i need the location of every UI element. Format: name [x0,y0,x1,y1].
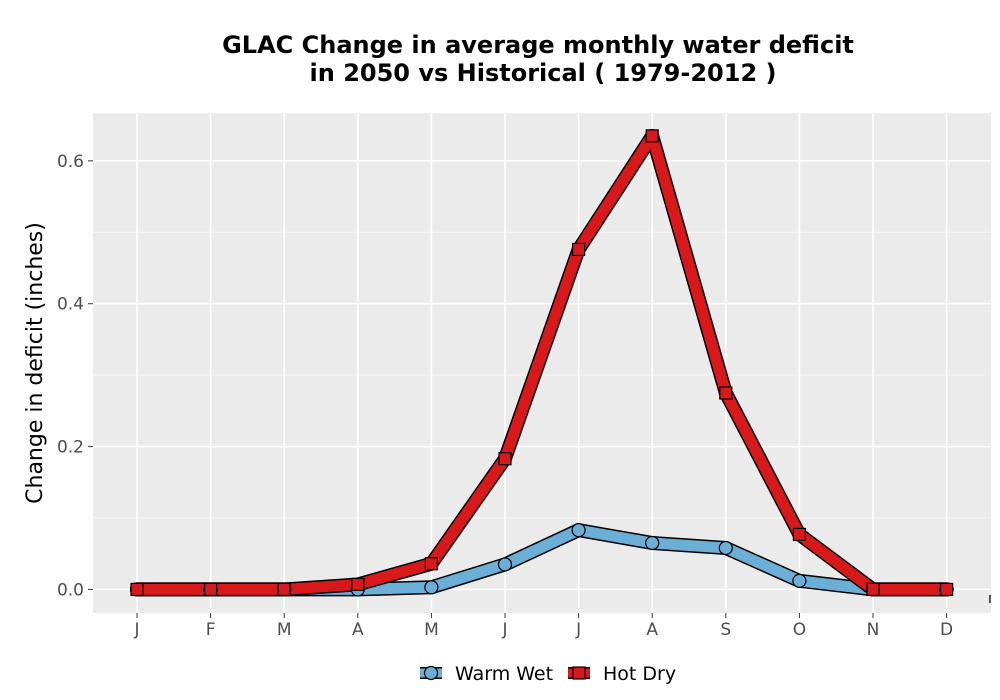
x-tick-label: J [133,620,139,640]
legend: Warm Wet Hot Dry [420,663,676,685]
data-point-hot-dry [277,582,291,597]
x-tick-label: J [501,620,507,640]
x-tick-label: A [352,620,364,640]
x-tick-label: N [867,620,880,640]
x-tick-label: F [206,620,216,640]
data-point-hot-dry [866,582,880,597]
data-point-warm-wet [497,557,513,572]
legend-item-hot-dry[interactable]: Hot Dry [568,663,676,685]
data-point-hot-dry [424,557,438,571]
legend-marker-hot-dry [572,666,586,680]
data-point-hot-dry [351,577,365,592]
data-point-hot-dry [939,582,954,597]
data-point-hot-dry [719,386,733,400]
y-tick-label: 0.4 [57,295,84,315]
x-tick-label: M [277,620,292,640]
series-layer [129,128,954,597]
x-tick-label: A [646,620,658,640]
data-point-hot-dry [130,582,144,597]
x-tick-label: S [720,620,731,640]
y-tick-label: 0.6 [57,152,84,172]
x-tick-label: O [793,620,806,640]
stray-tick-mark: ı [988,591,992,607]
y-axis-label: Change in deficit (inches) [23,222,48,504]
legend-item-warm-wet[interactable]: Warm Wet [420,663,553,685]
x-tick-label: M [424,620,439,640]
data-point-warm-wet [424,580,439,595]
data-point-hot-dry [792,527,807,542]
chart-title-line2: in 2050 vs Historical ( 1979-2012 ) [310,59,777,87]
legend-marker-warm-wet [423,665,439,681]
series-line-hot-dry [131,130,953,595]
data-point-warm-wet [571,523,586,538]
y-tick-label: 0.0 [57,580,84,600]
data-point-hot-dry [498,452,512,466]
legend-label-hot-dry: Hot Dry [603,663,676,685]
data-point-warm-wet [645,535,660,551]
x-tick-label: D [940,620,953,640]
grid-major [93,113,991,613]
x-tick-label: J [575,620,581,640]
chart-title-line1: GLAC Change in average monthly water def… [222,31,854,59]
grid-minor [93,231,991,519]
data-point-hot-dry [204,582,218,597]
data-point-hot-dry [645,129,659,143]
y-tick-label: 0.2 [57,438,84,458]
data-point-hot-dry [571,242,586,257]
data-point-warm-wet [718,540,733,556]
legend-label-warm-wet: Warm Wet [455,663,553,685]
axis-layer: 0.0 0.2 0.4 0.6 J F M A M J J A S O N D [57,152,953,640]
data-point-warm-wet [792,573,807,588]
